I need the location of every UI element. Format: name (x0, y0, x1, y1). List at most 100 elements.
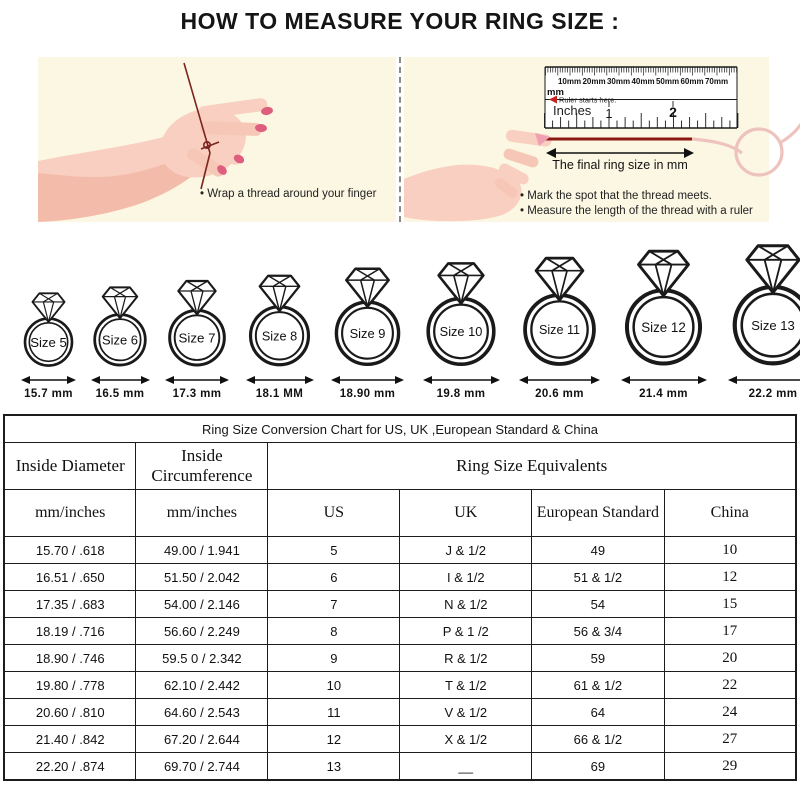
instruction-caption: • Wrap a thread around your finger (200, 188, 377, 200)
diameter-arrow (728, 376, 800, 384)
diamond-ring-icon: Size 8 (248, 274, 311, 367)
panel-measure-ruler: 10mm 20mm 30mm 40mm 50mm 60mm 70mm mm Ruler star… (404, 57, 800, 222)
fingertip-pointer (535, 133, 550, 146)
table-cell: R & 1/2 (399, 644, 533, 672)
diameter-arrow (165, 376, 229, 384)
table-cell: 11 (267, 698, 401, 726)
diamond-ring-icon: Size 11 (523, 256, 596, 366)
hand-illustration (404, 129, 552, 222)
inch-number: 2 (669, 104, 677, 120)
ring-size-label: Size 7 (178, 330, 215, 345)
ring-figure: Size 11 20.6 mm (509, 243, 610, 400)
diameter-arrow (620, 376, 707, 384)
ring-size-label: Size 11 (539, 323, 580, 337)
table-cell: 64.60 / 2.543 (135, 698, 269, 726)
table-cell: 49.00 / 1.941 (135, 536, 269, 564)
thread-curl (779, 122, 800, 145)
table-cell: 19.80 / .778 (3, 671, 137, 699)
table-row: 21.40 / .842 67.20 / 2.644 12 X & 1/2 66 & 1… (3, 725, 797, 753)
ring-size-label: Size 8 (262, 328, 297, 343)
fingernail (233, 154, 245, 164)
table-cell: 24 (663, 698, 797, 726)
table-row: 22.20 / .874 69.70 / 2.744 13 __ 69 29 (3, 752, 797, 781)
table-row: 19.80 / .778 62.10 / 2.442 10 T & 1/2 61 & 1… (3, 671, 797, 699)
ring-figure: Size 8 18.1 MM (237, 263, 322, 400)
table-cell: X & 1/2 (399, 725, 533, 753)
ring-diameter-label: 22.2 mm (748, 388, 798, 400)
table-cell: 62.10 / 2.442 (135, 671, 269, 699)
header-mm-inches-diameter: mm/inches (3, 489, 137, 537)
table-cell: 15 (663, 590, 797, 618)
ring-size-label: Size 6 (102, 332, 138, 347)
mm-tick-label: 10mm (558, 77, 581, 86)
table-cell: 17.35 / .683 (3, 590, 137, 618)
diamond-icon (745, 244, 800, 294)
header-ring-size-equivalents: Ring Size Equivalents (267, 442, 797, 490)
ring-figure: Size 7 17.3 mm (157, 269, 237, 400)
table-cell: 69.70 / 2.744 (135, 752, 269, 781)
table-cell: 8 (267, 617, 401, 645)
table-header-row-2: mm/inches mm/inches US UK European Stand… (3, 489, 797, 537)
diameter-arrow (21, 376, 76, 384)
table-cell: 10 (663, 536, 797, 564)
ring-diameter-label: 19.8 mm (436, 388, 486, 400)
table-cell: 56 & 3/4 (531, 617, 665, 645)
mm-tick-label: 50mm (656, 77, 679, 86)
ring-diameter-label: 15.7 mm (24, 388, 73, 400)
table-row: 15.70 / .618 49.00 / 1.941 5 J & 1/2 49 10 (3, 536, 797, 564)
ring-figure: Size 12 21.4 mm (610, 235, 717, 400)
diamond-ring-icon: Size 13 (732, 244, 800, 366)
diamond-icon (101, 286, 139, 320)
table-row: 17.35 / .683 54.00 / 2.146 7 N & 1/2 54 15 (3, 590, 797, 618)
table-cell: 12 (267, 725, 401, 753)
table-cell: 18.19 / .716 (3, 617, 137, 645)
table-header-row-1: Inside Diameter Inside Circumference Rin… (3, 442, 797, 490)
hand-illustration (38, 98, 273, 222)
table-cell: 9 (267, 644, 401, 672)
ring-size-label: Size 5 (30, 335, 67, 350)
ring-size-label: Size 9 (350, 326, 386, 341)
ring-diameter-label: 20.6 mm (535, 388, 584, 400)
diamond-icon (177, 279, 217, 316)
table-cell: V & 1/2 (399, 698, 533, 726)
diamond-ring-icon: Size 5 (23, 292, 74, 367)
table-cell: 12 (663, 563, 797, 591)
mm-ticks (545, 67, 737, 76)
table-cell: 29 (663, 752, 797, 781)
table-cell: 59.5 0 / 2.342 (135, 644, 269, 672)
diamond-ring-icon: Size 9 (334, 267, 401, 367)
inch-ticks (544, 113, 739, 128)
table-title-row: Ring Size Conversion Chart for US, UK ,E… (3, 414, 797, 443)
header-mm-inches-circumference: mm/inches (135, 489, 269, 537)
table-cell: 6 (267, 563, 401, 591)
mm-tick-label: 70mm (705, 77, 728, 86)
ruler-start-note: Ruler starts here. (559, 96, 617, 105)
diameter-arrow (422, 376, 500, 384)
table-row: 16.51 / .650 51.50 / 2.042 6 I & 1/2 51 & 1/… (3, 563, 797, 591)
diamond-icon (637, 249, 690, 298)
panel-divider (399, 57, 401, 222)
table-row: 18.90 / .746 59.5 0 / 2.342 9 R & 1/2 59 20 (3, 644, 797, 672)
table-cell: T & 1/2 (399, 671, 533, 699)
table-cell: 67.20 / 2.644 (135, 725, 269, 753)
table-cell: 66 & 1/2 (531, 725, 665, 753)
ring-figure: Size 6 16.5 mm (83, 276, 157, 400)
diamond-icon (345, 267, 390, 308)
ring-figure: Size 9 18.90 mm (322, 255, 413, 400)
table-cell: 15.70 / .618 (3, 536, 137, 564)
table-cell: 51 & 1/2 (531, 563, 665, 591)
panel-wrap-thread: • Wrap a thread around your finger (38, 57, 396, 222)
ring-size-label: Size 12 (641, 320, 686, 335)
table-cell: 64 (531, 698, 665, 726)
table-cell: 17 (663, 617, 797, 645)
header-inside-circumference: Inside Circumference (135, 442, 269, 490)
table-cell: 69 (531, 752, 665, 781)
table-cell: J & 1/2 (399, 536, 533, 564)
ring-figure: Size 10 19.8 mm (413, 249, 509, 400)
mm-tick-label: 20mm (582, 77, 605, 86)
table-cell: 51.50 / 2.042 (135, 563, 269, 591)
diamond-ring-icon: Size 6 (93, 286, 147, 367)
diamond-icon (534, 256, 585, 302)
conversion-table: Ring Size Conversion Chart for US, UK ,E… (3, 414, 797, 781)
